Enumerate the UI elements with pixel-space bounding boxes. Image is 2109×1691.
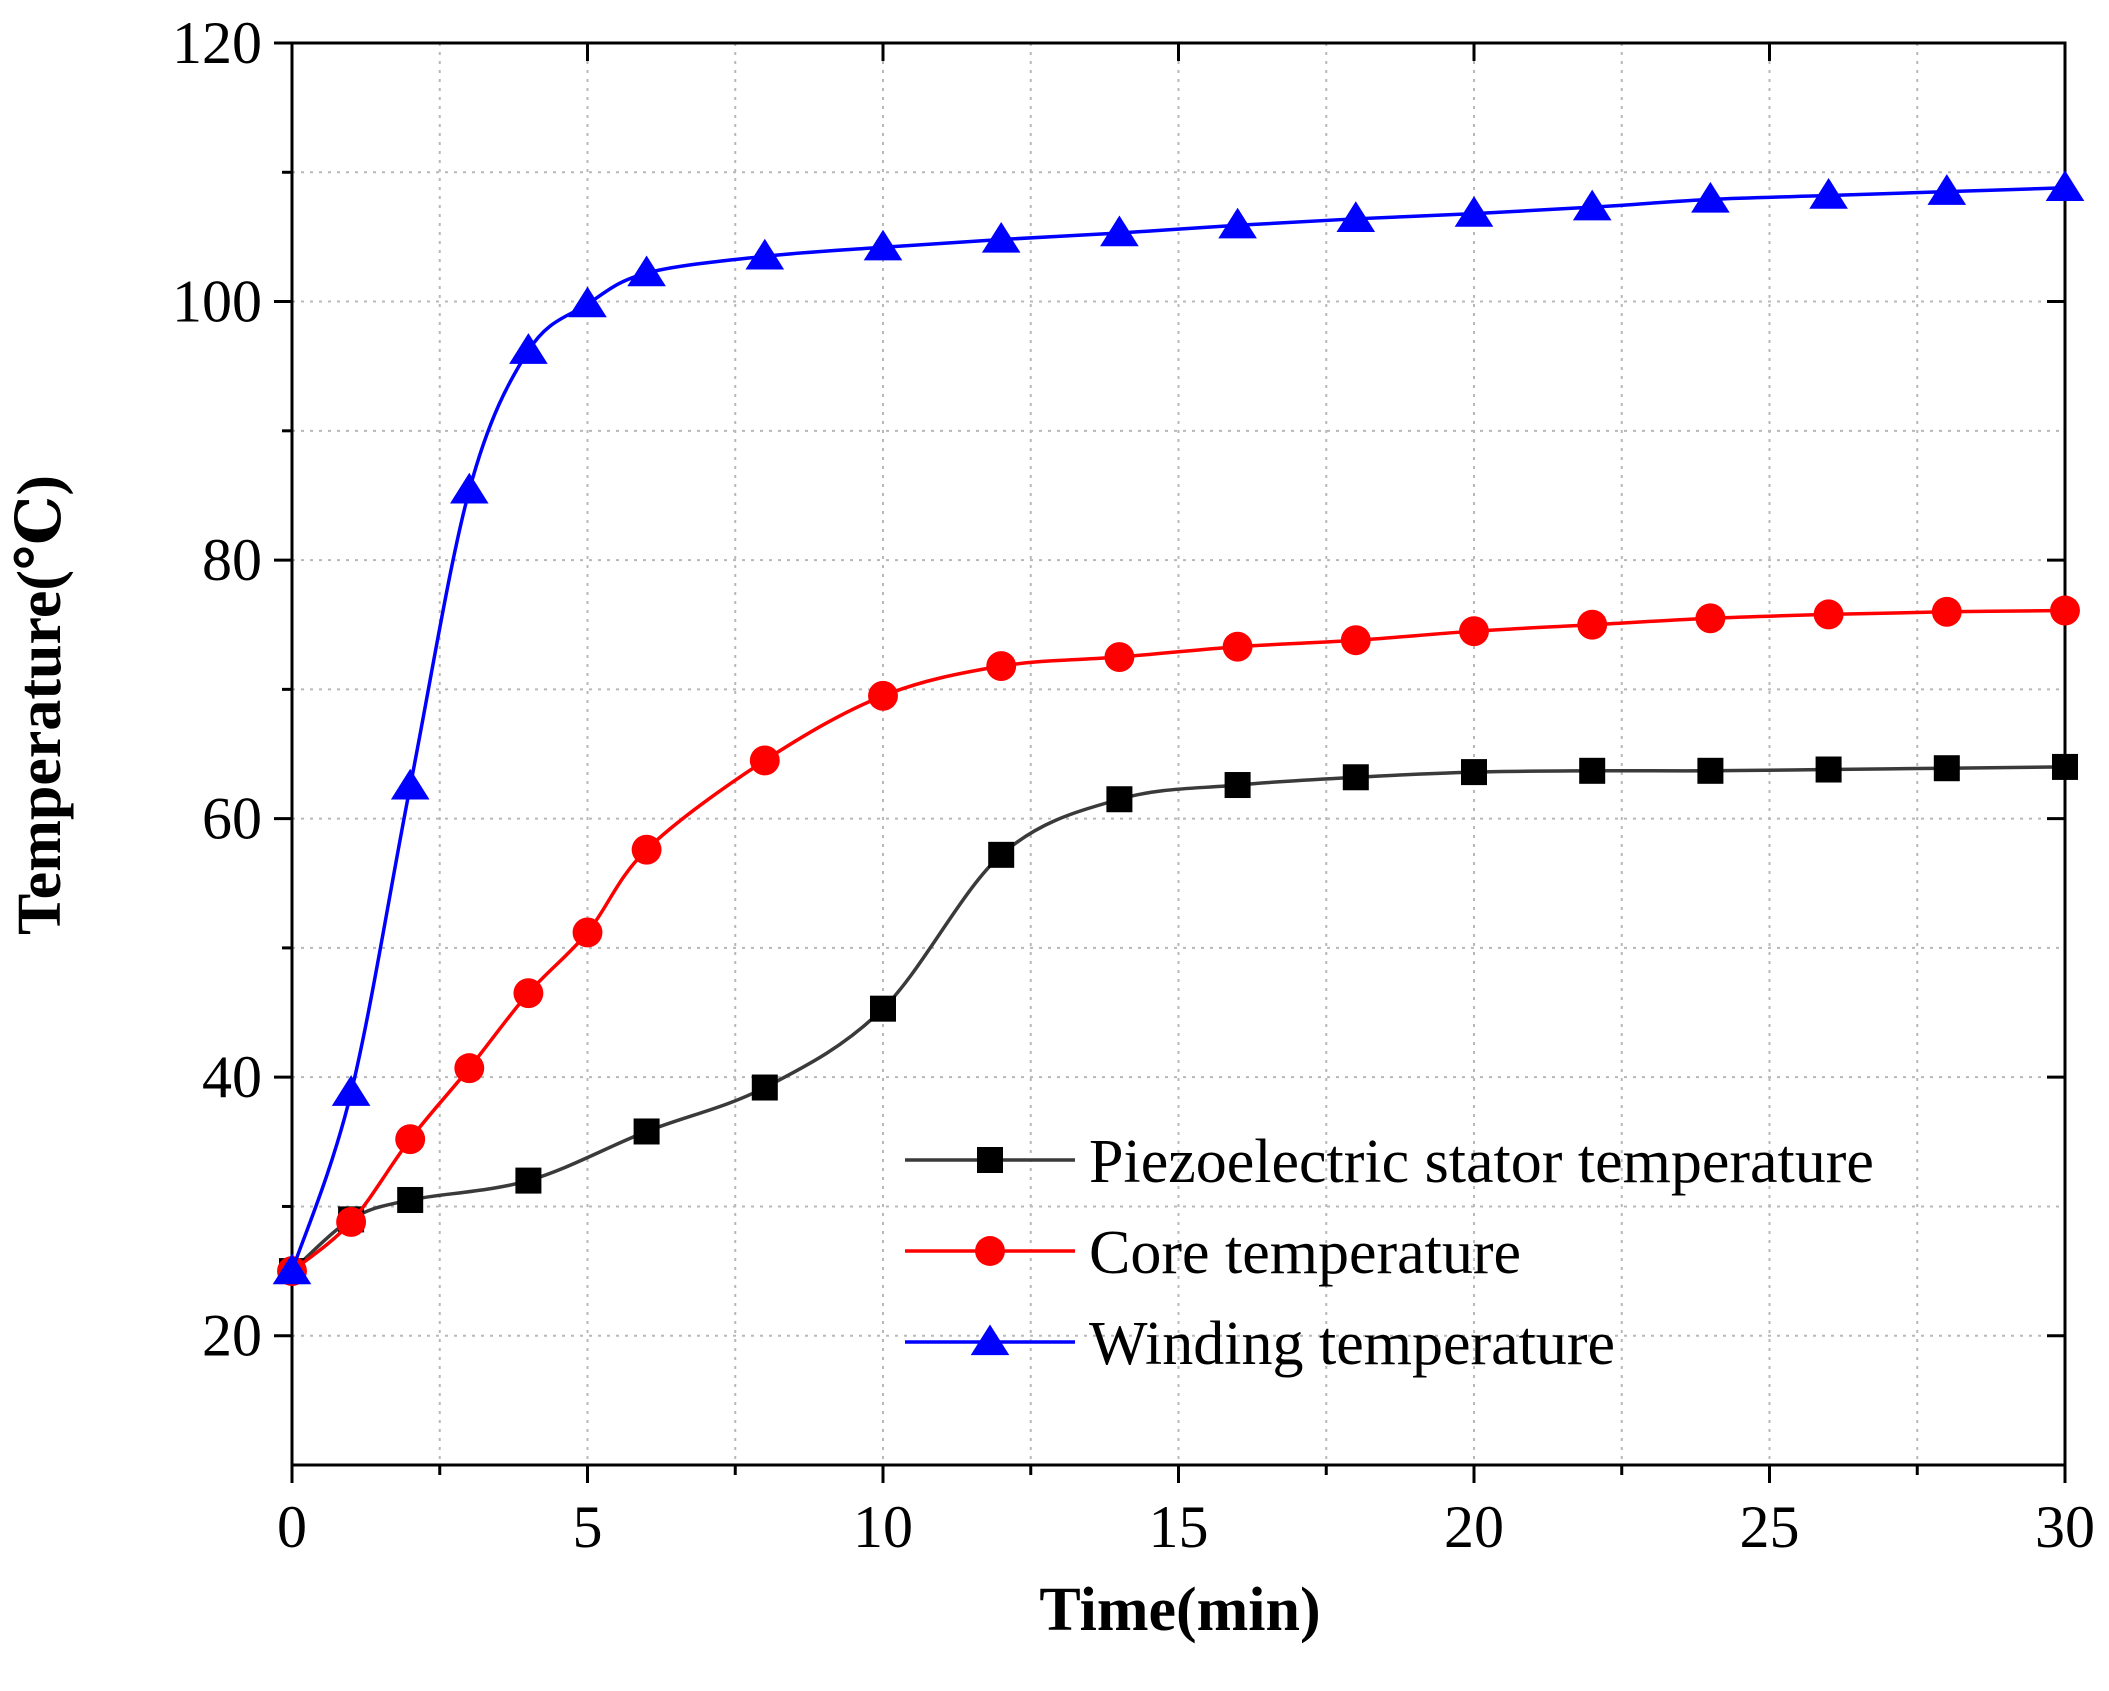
data-point-triangle [1927,174,1967,205]
grid-layer [292,43,2065,1465]
data-point-square [2052,753,2078,780]
data-point-triangle [390,768,430,800]
y-tick-label: 40 [202,1044,262,1110]
series-triangle [272,170,2085,1285]
data-point-triangle [449,472,489,504]
legend: Piezoelectric stator temperature Core tem… [905,1128,1874,1378]
data-point-triangle [568,286,607,318]
data-point-triangle [970,1324,1010,1356]
data-point-triangle [745,238,785,270]
data-point-circle [1695,603,1726,634]
data-point-triangle [981,221,1021,253]
y-tick-label: 20 [202,1303,262,1369]
data-point-triangle [272,1253,312,1285]
data-point-square [633,1118,660,1145]
data-point-triangle [1572,189,1612,221]
data-point-circle [631,834,662,865]
data-point-triangle [863,229,903,261]
series-layer [272,170,2085,1287]
data-point-circle [1340,625,1371,656]
data-point-square [988,841,1015,868]
data-point-triangle [1454,196,1494,227]
data-point-circle [395,1124,426,1155]
x-tick-label: 0 [277,1494,307,1560]
data-point-circle [1222,631,1253,662]
y-tick-label: 80 [202,527,262,593]
data-point-circle [1931,596,1962,627]
y-tick-label: 100 [172,269,262,335]
legend-item: Winding temperature [905,1310,1615,1378]
data-point-square [1697,757,1724,784]
data-point-circle [572,917,603,948]
data-point-triangle [2045,170,2085,201]
data-point-circle [986,651,1017,682]
data-point-triangle [509,333,548,364]
data-point-square [1224,772,1251,799]
x-tick-label: 15 [1149,1494,1209,1560]
axis-ticks: 0 5 10 15 20 25 30 20 40 60 80 100 120 [172,10,2095,1560]
y-tick-label: 60 [202,786,262,852]
data-point-triangle [1218,207,1257,239]
data-point-circle [749,745,780,776]
data-point-square [515,1167,542,1194]
data-point-square [977,1147,1003,1173]
data-point-square [1815,756,1842,783]
data-point-square [870,995,896,1022]
legend-item: Core temperature [905,1219,1521,1287]
data-point-square [397,1186,424,1213]
data-point-square [1461,759,1487,786]
series-line [290,186,2066,1272]
y-axis-title: Temperature(℃) [6,475,74,935]
data-point-circle [2050,595,2080,626]
data-point-circle [1577,609,1608,640]
legend-label: Core temperature [1089,1219,1521,1287]
data-point-circle [336,1207,367,1237]
data-point-circle [868,680,898,711]
x-axis-title: Time(min) [1039,1576,1320,1644]
data-point-square [1579,757,1606,784]
x-tick-label: 5 [573,1494,603,1560]
data-point-triangle [1809,177,1848,209]
data-point-square [1106,786,1133,813]
data-point-circle [1104,642,1135,672]
data-point-circle [1813,599,1844,630]
data-point-square [1342,764,1369,791]
y-tick-label: 120 [172,10,262,76]
legend-label: Winding temperature [1089,1310,1615,1378]
legend-label: Piezoelectric stator temperature [1089,1128,1874,1196]
data-point-square [751,1074,778,1101]
data-point-triangle [1336,201,1376,232]
data-point-circle [1459,616,1489,647]
data-point-square [1933,755,1960,782]
data-point-circle [454,1053,485,1084]
data-point-triangle [1691,181,1730,213]
data-point-triangle [1100,215,1139,247]
data-point-triangle [627,255,666,287]
legend-item: Piezoelectric stator temperature [905,1128,1874,1196]
data-point-circle [975,1236,1005,1266]
x-tick-label: 10 [853,1494,913,1560]
x-tick-label: 20 [1444,1494,1504,1560]
x-tick-label: 25 [1740,1494,1800,1560]
data-point-triangle [331,1075,371,1106]
x-tick-label: 30 [2035,1494,2095,1560]
data-point-circle [513,978,544,1009]
